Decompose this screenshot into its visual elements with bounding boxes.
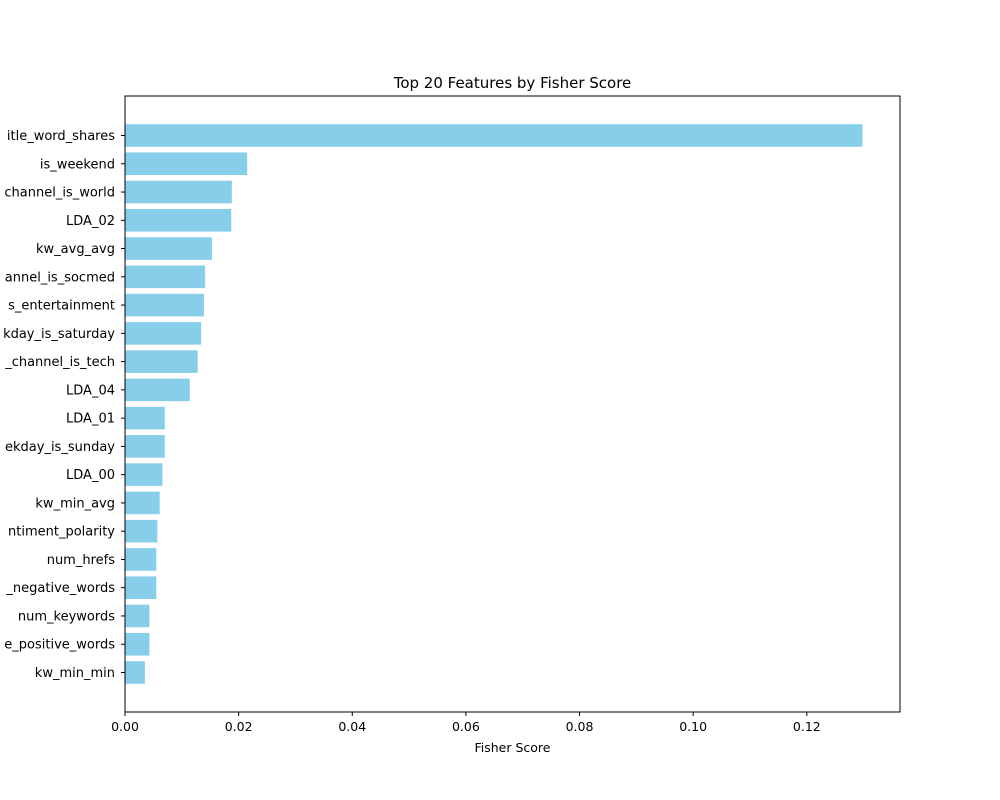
bar-11 [125, 435, 165, 458]
bar-19 [125, 661, 145, 684]
y-tick-label: annel_is_socmed [5, 270, 115, 285]
chart-title: Top 20 Features by Fisher Score [393, 74, 632, 92]
bar-0 [125, 124, 863, 147]
x-tick-label: 0.02 [225, 719, 253, 734]
bar-12 [125, 463, 163, 486]
y-tick-label: ekday_is_sunday [5, 440, 115, 455]
y-tick-labels: itle_word_shares is_weekend channel_is_wor… [3, 129, 125, 681]
x-axis: 0.00 0.02 0.04 0.06 0.08 0.10 0.12 [111, 712, 821, 734]
y-tick-label: num_hrefs [47, 553, 116, 568]
y-tick-label: LDA_01 [66, 412, 115, 427]
y-tick-label: _channel_is_tech [4, 355, 115, 370]
plot-frame [124, 95, 901, 713]
x-tick-label: 0.04 [338, 719, 366, 734]
bar-17 [125, 604, 150, 628]
x-tick-label: 0.10 [679, 719, 707, 734]
bar-13 [125, 491, 160, 515]
bar-18 [125, 632, 150, 656]
y-tick-label: ntiment_polarity [8, 525, 115, 540]
bar-8 [125, 350, 198, 373]
bar-15 [125, 548, 157, 571]
x-tick-label: 0.00 [111, 719, 139, 734]
bar-4 [125, 237, 212, 260]
y-tick-label: kw_avg_avg [36, 242, 115, 257]
y-tick-label: kday_is_saturday [3, 327, 115, 342]
y-tick-label: LDA_00 [66, 468, 115, 483]
bar-7 [125, 322, 202, 345]
bar-10 [125, 406, 165, 430]
bar-3 [125, 208, 232, 232]
y-tick-label: e_positive_words [4, 638, 115, 653]
y-tick-label: s_entertainment [8, 299, 115, 314]
x-tick-label: 0.08 [566, 719, 594, 734]
x-axis-label: Fisher Score [474, 740, 550, 755]
y-tick-label: itle_word_shares [7, 129, 115, 144]
y-tick-label: kw_min_min [35, 666, 115, 681]
y-tick-label: is_weekend [40, 157, 115, 172]
y-tick-label: channel_is_world [4, 186, 115, 201]
y-tick-label: num_keywords [18, 609, 115, 624]
bar-14 [125, 519, 158, 543]
bars-group [125, 124, 863, 684]
bar-9 [125, 378, 190, 402]
x-tick-label: 0.06 [452, 719, 480, 734]
y-tick-label: _negative_words [5, 581, 115, 596]
x-tick-label: 0.12 [793, 719, 821, 734]
bar-5 [125, 265, 206, 289]
y-tick-label: LDA_04 [66, 383, 115, 398]
y-tick-label: LDA_02 [66, 214, 115, 229]
bar-1 [125, 152, 248, 176]
bar-2 [125, 180, 232, 204]
bar-16 [125, 576, 157, 600]
y-tick-label: kw_min_avg [35, 496, 115, 511]
bar-6 [125, 293, 204, 317]
